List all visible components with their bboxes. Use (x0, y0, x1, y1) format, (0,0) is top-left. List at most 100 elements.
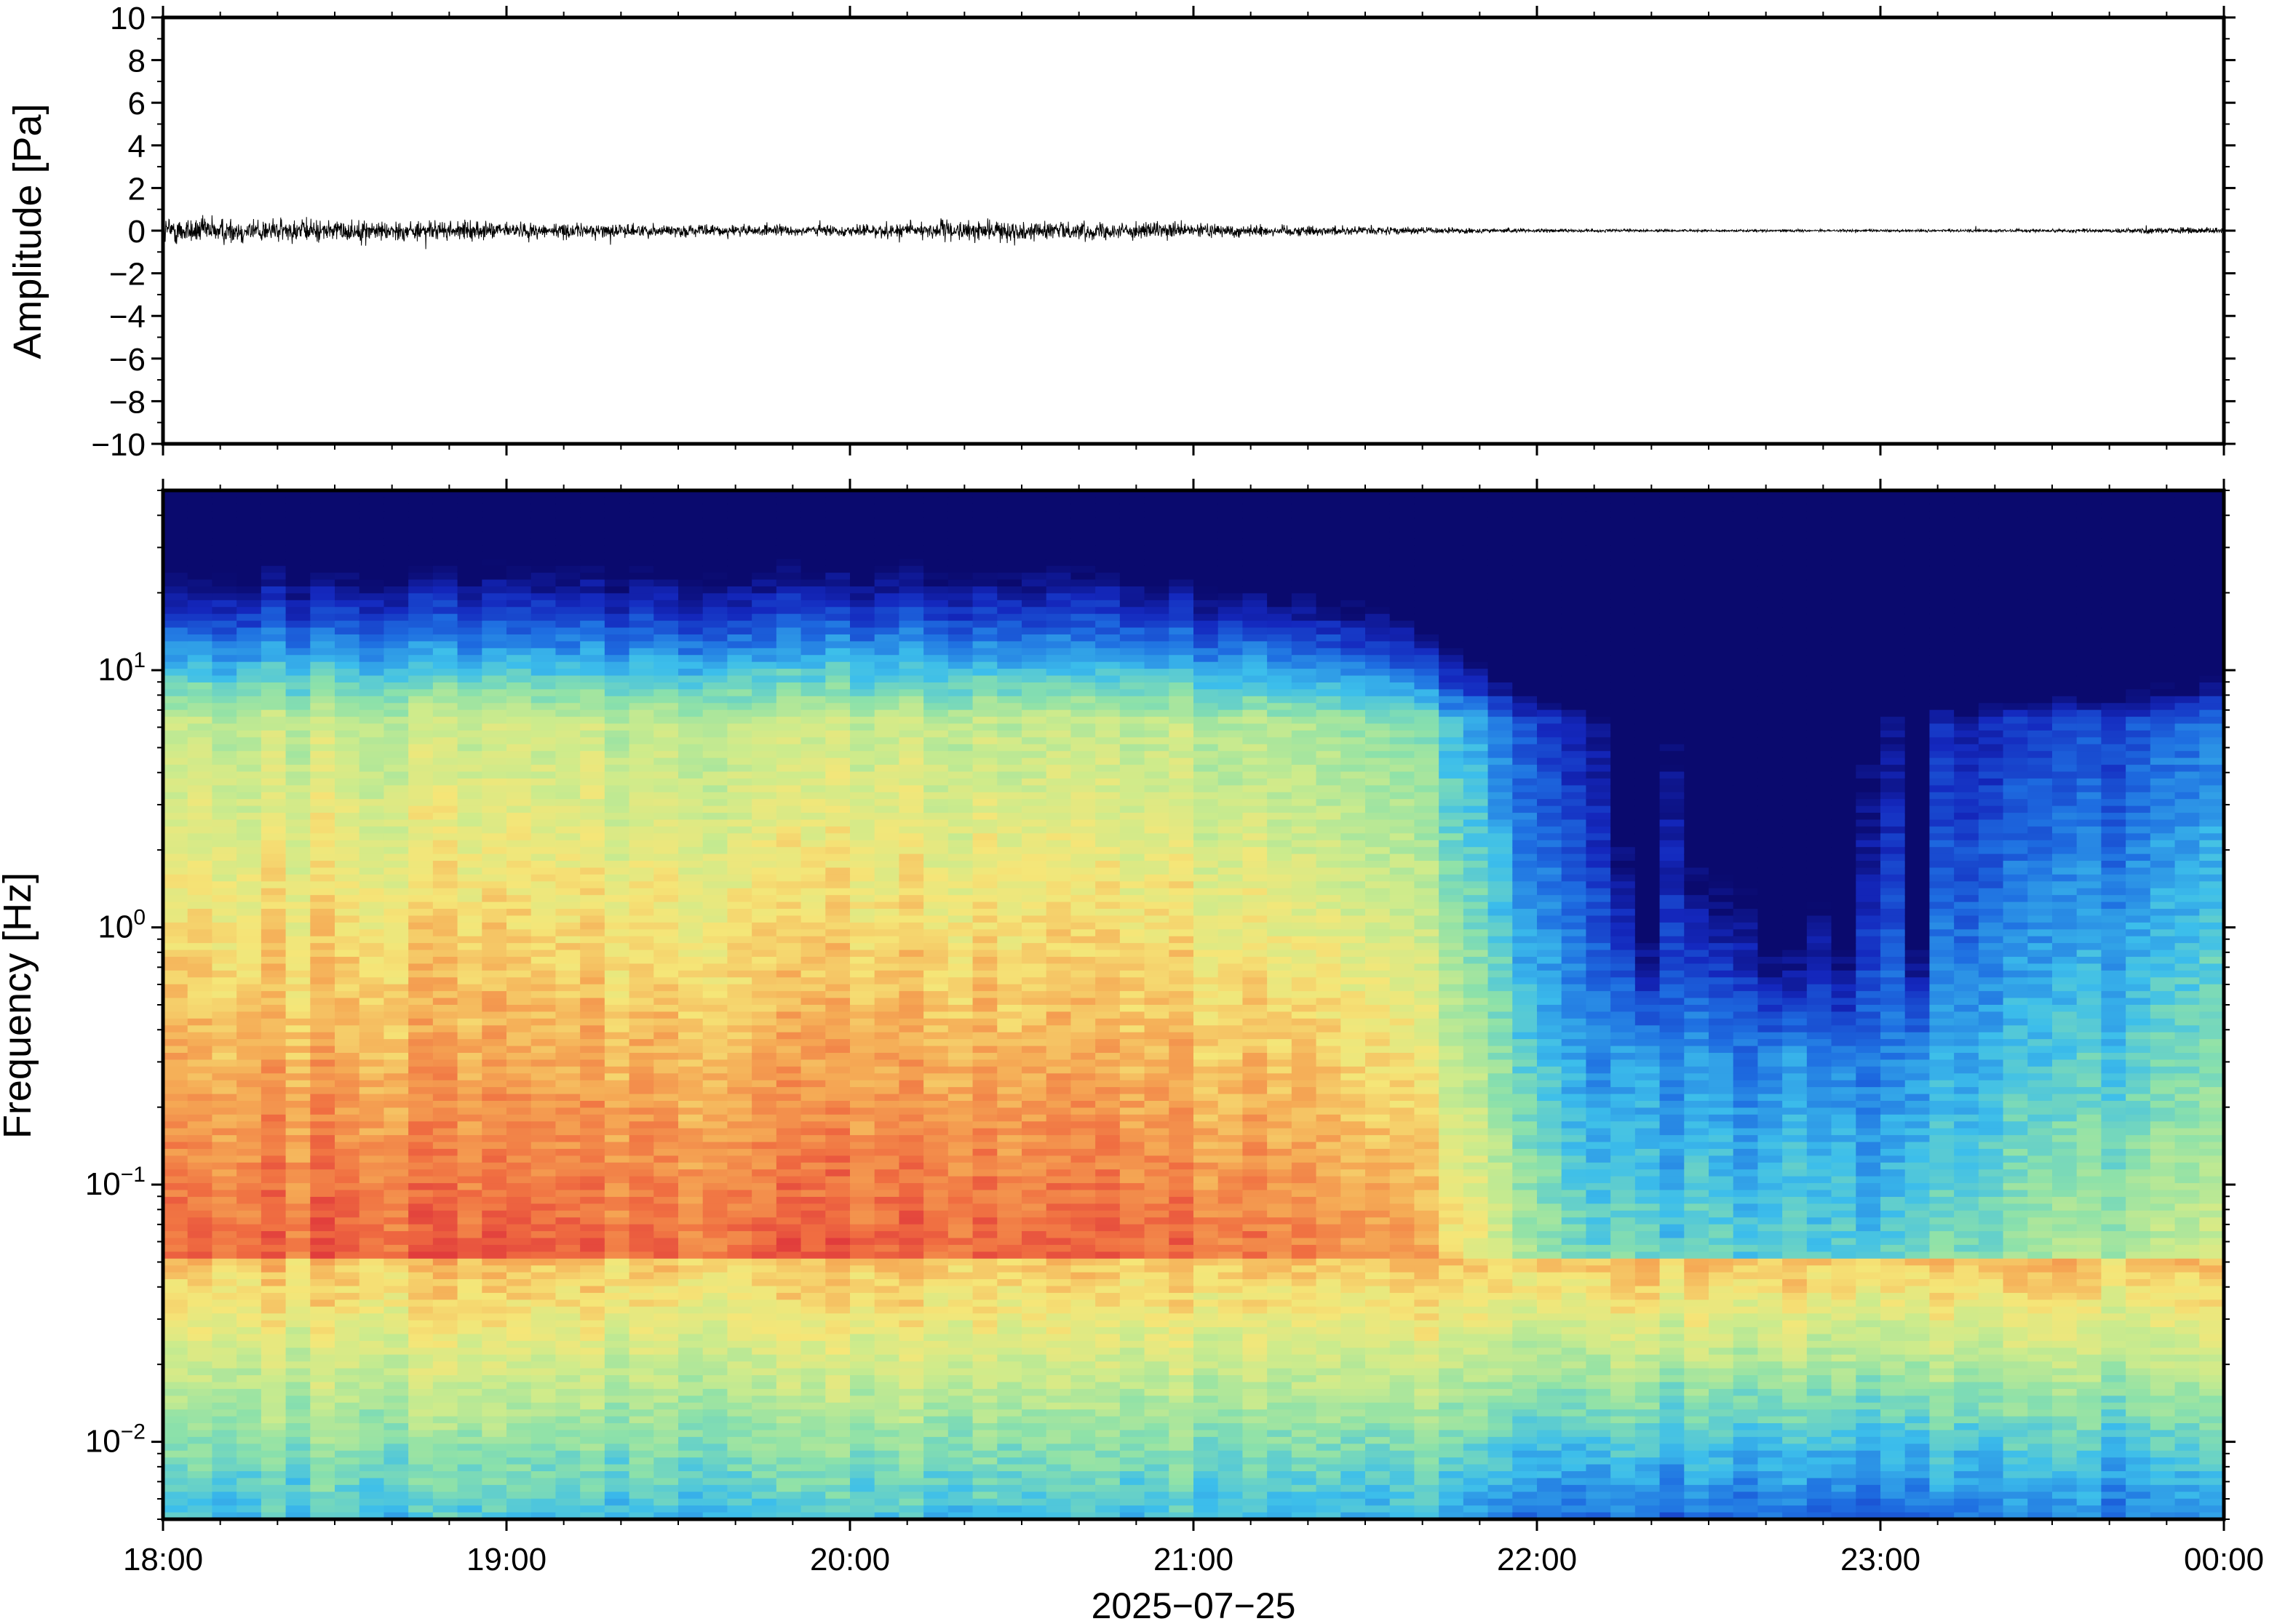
spectrogram-cell (310, 1224, 335, 1232)
spectrogram-cell (629, 1272, 655, 1280)
spectrogram-cell (850, 874, 875, 883)
spectrogram-cell (359, 1039, 385, 1047)
spectrogram-cell (899, 805, 924, 813)
spectrogram-cell (432, 853, 458, 861)
spectrogram-cell (776, 696, 802, 704)
spectrogram-cell (702, 1498, 728, 1506)
spectrogram-cell (457, 737, 483, 745)
spectrogram-cell (237, 634, 262, 642)
spectrogram-cell (359, 901, 385, 909)
spectrogram-cell (506, 1217, 532, 1225)
spectrogram-cell (285, 833, 311, 841)
spectrogram-cell (752, 579, 777, 587)
spectrogram-cell (555, 840, 581, 848)
spectrogram-cell (335, 1306, 360, 1314)
spectrogram-cell (923, 1148, 949, 1157)
spectrogram-cell (555, 1354, 581, 1362)
spectrogram-cell (727, 1368, 752, 1376)
spectrogram-cell (580, 669, 605, 677)
spectrogram-cell (432, 689, 458, 697)
spectrogram-cell (310, 1238, 335, 1246)
spectrogram-cell (653, 565, 679, 573)
spectrogram-cell (187, 950, 213, 958)
spectrogram-cell (899, 998, 924, 1006)
spectrogram-cell (899, 943, 924, 951)
spectrogram-cell (947, 641, 974, 649)
spectrogram-cell (702, 984, 728, 992)
spectrogram-cell (285, 922, 311, 931)
spectrogram-cell (850, 1238, 875, 1246)
spectrogram-cell (359, 805, 385, 813)
spectrogram-cell (384, 991, 409, 999)
spectrogram-cell (432, 531, 458, 539)
spectrogram-cell (482, 915, 507, 923)
spectrogram-cell (482, 503, 507, 512)
spectrogram-cell (212, 517, 237, 525)
spectrogram-cell (702, 1107, 728, 1115)
spectrogram-cell (457, 1498, 483, 1506)
spectrogram-cell (899, 696, 924, 704)
spectrogram-cell (825, 1059, 851, 1067)
spectrogram-cell (531, 1348, 557, 1356)
spectrogram-cell (531, 717, 557, 725)
spectrogram-cell (457, 1121, 483, 1129)
spectrogram-cell (237, 1135, 262, 1143)
spectrogram-cell (335, 915, 360, 923)
spectrogram-cell (629, 1148, 655, 1157)
spectrogram-cell (800, 1224, 827, 1232)
spectrogram-cell (261, 1046, 287, 1054)
spectrogram-cell (702, 847, 728, 855)
spectrogram-cell (408, 696, 434, 704)
spectrogram-cell (310, 1176, 335, 1184)
spectrogram-cell (727, 1306, 752, 1314)
spectrogram-cell (653, 689, 679, 697)
spectrogram-cell (678, 709, 704, 717)
spectrogram-cell (285, 1169, 311, 1177)
spectrogram-cell (457, 1505, 483, 1513)
spectrogram-cell (408, 1334, 434, 1342)
spectrogram-cell (506, 984, 532, 992)
amplitude-y-tick-label: 0 (128, 214, 146, 250)
spectrogram-cell (335, 922, 360, 931)
spectrogram-cell (335, 1444, 360, 1452)
spectrogram-cell (212, 737, 237, 745)
spectrogram-cell (800, 929, 827, 937)
spectrogram-cell (187, 1148, 213, 1157)
spectrogram-cell (923, 901, 949, 909)
spectrogram-cell (212, 765, 237, 773)
spectrogram-cell (285, 1354, 311, 1362)
spectrogram-cell (580, 833, 605, 841)
spectrogram-cell (580, 861, 605, 869)
spectrogram-cell (727, 689, 752, 697)
spectrogram-cell (850, 901, 875, 909)
spectrogram-cell (531, 1512, 557, 1519)
spectrogram-cell (506, 1169, 532, 1177)
spectrogram-cell (432, 943, 458, 951)
spectrogram-cell (923, 1258, 949, 1267)
spectrogram-cell (359, 648, 385, 656)
spectrogram-cell (285, 1039, 311, 1047)
spectrogram-cell (653, 1512, 679, 1519)
spectrogram-cell (408, 503, 434, 512)
spectrogram-cell (850, 1005, 875, 1013)
spectrogram-cell (482, 1444, 507, 1452)
spectrogram-cell (604, 1100, 630, 1109)
spectrogram-cell (850, 1382, 875, 1390)
spectrogram-cell (261, 703, 287, 711)
spectrogram-cell (776, 1382, 802, 1390)
spectrogram-cell (776, 867, 802, 875)
spectrogram-cell (310, 901, 335, 909)
spectrogram-cell (163, 819, 188, 827)
spectrogram-cell (653, 1265, 679, 1273)
spectrogram-cell (432, 819, 458, 827)
spectrogram-cell (408, 538, 434, 546)
spectrogram-cell (384, 517, 409, 525)
spectrogram-cell (702, 1169, 728, 1177)
spectrogram-cell (555, 1286, 581, 1294)
spectrogram-cell (506, 792, 532, 800)
spectrogram-cell (237, 895, 262, 903)
spectrogram-cell (310, 1094, 335, 1102)
spectrogram-cell (604, 1416, 630, 1424)
spectrogram-cell (850, 1183, 875, 1191)
spectrogram-cell (457, 1409, 483, 1417)
